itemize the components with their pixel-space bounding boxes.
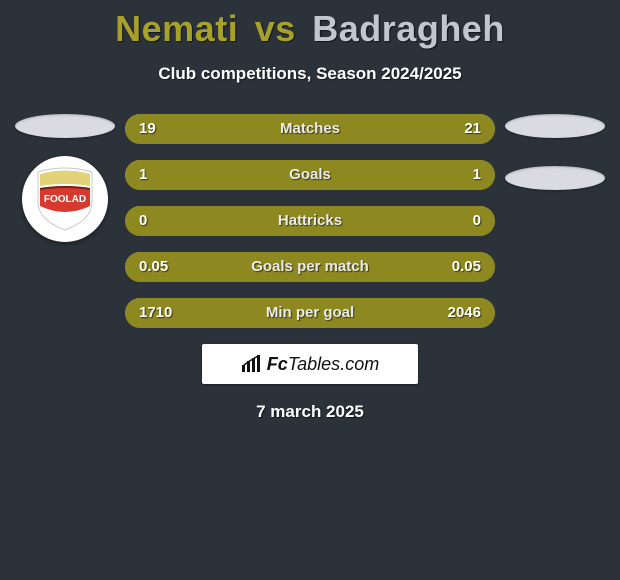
barchart-icon [241, 355, 263, 373]
player2-avatar-placeholder [505, 114, 605, 138]
left-column: FOOLAD [10, 114, 120, 242]
stat-bars: Matches19 21 Goals1 1 Hattricks0 0 Goals per m… [125, 114, 495, 328]
bar-value-left: 0.05 [139, 252, 168, 282]
player1-avatar-placeholder [15, 114, 115, 138]
bar-label: Hattricks [125, 206, 495, 236]
vs-text: vs [255, 8, 296, 49]
bar-value-right: 1 [473, 160, 481, 190]
bar-value-left: 1710 [139, 298, 172, 328]
bar-value-left: 19 [139, 114, 156, 144]
bar-label: Min per goal [125, 298, 495, 328]
player2-club-placeholder [505, 166, 605, 190]
comparison-title: Nemati vs Badragheh [0, 0, 620, 50]
subtitle: Club competitions, Season 2024/2025 [0, 64, 620, 84]
bar-value-right: 21 [464, 114, 481, 144]
bar-label: Matches [125, 114, 495, 144]
branding-tables: Tables [288, 354, 340, 374]
stat-bar: Min per goal1710 2046 [125, 298, 495, 328]
shield-icon: FOOLAD [34, 166, 96, 232]
stat-bar: Hattricks0 0 [125, 206, 495, 236]
stat-bar: Goals per match0.05 0.05 [125, 252, 495, 282]
date-text: 7 march 2025 [0, 402, 620, 422]
branding-dotcom: .com [340, 354, 379, 374]
bar-value-right: 2046 [448, 298, 481, 328]
stat-bar: Matches19 21 [125, 114, 495, 144]
bar-label: Goals [125, 160, 495, 190]
branding-box: FcTables.com [202, 344, 418, 384]
stat-bar: Goals1 1 [125, 160, 495, 190]
right-column [500, 114, 610, 208]
bar-value-left: 1 [139, 160, 147, 190]
bar-value-right: 0.05 [452, 252, 481, 282]
bar-value-right: 0 [473, 206, 481, 236]
branding-fc: Fc [267, 354, 288, 374]
branding-text: FcTables.com [267, 354, 379, 375]
bar-label: Goals per match [125, 252, 495, 282]
player1-club-badge: FOOLAD [22, 156, 108, 242]
content-area: FOOLAD Matches19 21 Goals1 1 Hattricks0 0 Goal… [0, 114, 620, 328]
player1-name: Nemati [115, 8, 238, 49]
bar-value-left: 0 [139, 206, 147, 236]
svg-text:FOOLAD: FOOLAD [44, 194, 86, 205]
player2-name: Badragheh [312, 8, 505, 49]
